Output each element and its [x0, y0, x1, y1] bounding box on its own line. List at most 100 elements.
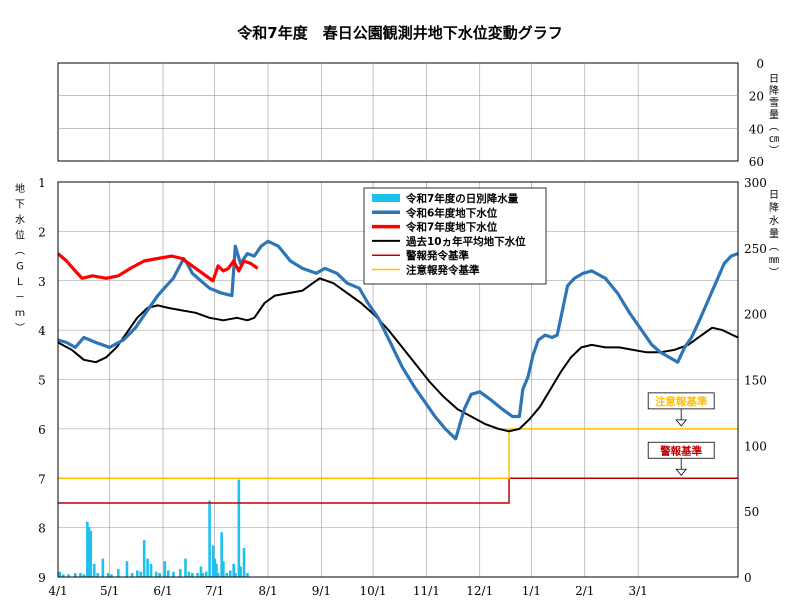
- level-axis-label-text-char: Ｇ: [15, 262, 25, 273]
- level-tick-label: 2: [38, 225, 46, 239]
- level-tick-label: 5: [38, 374, 46, 388]
- legend-label-rain: 令和7年度の日別降水量: [405, 192, 519, 205]
- level-tick-label: 7: [38, 472, 46, 486]
- x-tick-label: 8/1: [258, 584, 277, 598]
- rain-bar: [61, 574, 65, 577]
- level-axis-label-text-char: 地: [15, 182, 25, 195]
- rain-bar: [110, 574, 113, 577]
- rain-bar: [208, 500, 211, 577]
- legend-label-caution: 注意報発令基準: [406, 264, 480, 277]
- level-tick-label: 8: [38, 522, 46, 536]
- rain-bar: [96, 573, 99, 577]
- legend-label-warn: 警報発令基準: [405, 249, 469, 262]
- rain-bar: [216, 573, 220, 577]
- rain-bar: [58, 571, 62, 577]
- rain-bar: [117, 569, 120, 577]
- legend-label-avg: 過去10ヵ年平均地下水位: [405, 235, 526, 248]
- rain-bar: [220, 532, 223, 577]
- rain-bars: [58, 479, 249, 577]
- rain-tick-label: 200: [744, 308, 767, 322]
- snow-axis-label-text-char: 量: [769, 109, 779, 121]
- rain-bar: [179, 569, 182, 577]
- threshold-lines: [58, 428, 738, 504]
- rain-bar: [222, 561, 225, 577]
- x-tick-label: 6/1: [153, 584, 172, 598]
- level-axis-label-text-char: －: [15, 293, 25, 304]
- rain-bar: [87, 526, 91, 577]
- rain-bar: [246, 573, 249, 577]
- rain-bar: [86, 521, 89, 577]
- snow-axis-label-text-char: 雪: [769, 97, 779, 109]
- level-axis-label-text-char: ｍ: [15, 308, 25, 319]
- rain-bar: [232, 563, 235, 577]
- level-tick-label: 4: [38, 324, 46, 338]
- legend-swatch-rain: [372, 194, 400, 202]
- rain-bar: [74, 573, 77, 577]
- rain-bar: [92, 563, 96, 577]
- rain-axis-label-text-char: ㎜: [769, 255, 779, 266]
- legend-box: [363, 187, 547, 285]
- level-tick-label: 6: [38, 423, 46, 437]
- rain-bar: [79, 573, 82, 577]
- rain-bar: [149, 563, 153, 577]
- rain-bar: [228, 570, 232, 577]
- snow-tick-label: 20: [749, 90, 764, 104]
- x-tick-label: 11/1: [413, 584, 440, 598]
- legend: 令和7年度の日別降水量令和6年度地下水位令和7年度地下水位過去10ヵ年平均地下水…: [363, 187, 547, 285]
- rain-axis-label-text-char: 水: [769, 215, 779, 227]
- rain-bar: [172, 571, 175, 577]
- rain-bar: [237, 479, 241, 577]
- rain-bar: [166, 570, 170, 577]
- rain-bar: [239, 566, 242, 577]
- rain-bar: [242, 548, 246, 577]
- x-tick-label: 12/1: [466, 584, 493, 598]
- chart-title: 令和7年度 春日公園観測井地下水位変動グラフ: [237, 24, 562, 42]
- rain-bar: [184, 558, 187, 577]
- level-tick-label: 1: [38, 176, 46, 190]
- rain-bar: [106, 573, 110, 577]
- rain-axis-label-text-char: 量: [769, 228, 779, 240]
- rain-bar: [191, 573, 194, 577]
- rain-bar: [187, 571, 191, 577]
- rain-axis-label-text-char: ︶: [769, 267, 779, 279]
- caution_label-arrow-head: [675, 419, 688, 427]
- rain-bar: [199, 566, 203, 577]
- rain-bar: [234, 573, 237, 577]
- caution-threshold-line: [58, 428, 738, 479]
- level-axis-label-text-char: ︶: [15, 323, 25, 335]
- rain-bar: [142, 540, 146, 577]
- rain-bar: [101, 558, 105, 577]
- rain-bar: [215, 563, 218, 577]
- rain-bar: [154, 571, 158, 577]
- snow-axis-label-text-char: 日: [769, 74, 779, 85]
- x-tick-label: 1/1: [522, 584, 541, 598]
- avg-series-line: [58, 277, 738, 433]
- snow-axis-label-text-char: ㎝: [769, 134, 779, 145]
- rain-bar: [67, 574, 70, 577]
- rain-axis-label-text-char: 日: [769, 190, 779, 201]
- x-tick-label: 9/1: [312, 584, 331, 598]
- level-tick-label: 3: [38, 275, 46, 289]
- snow-axis-label-text-char: 降: [769, 84, 779, 97]
- snow-tick-label: 40: [749, 122, 764, 136]
- rain-tick-label: 50: [744, 505, 759, 519]
- rain-bar: [201, 573, 205, 577]
- rain-tick-label: 150: [744, 374, 767, 388]
- rain-bar: [163, 561, 167, 577]
- rain-axis-label-text-char: 降: [769, 201, 779, 214]
- rain-bar: [225, 573, 229, 577]
- warn_label-arrow-head: [675, 468, 688, 476]
- rain-bar: [82, 574, 86, 577]
- x-tick-label: 2/1: [575, 584, 594, 598]
- rain-bar: [196, 573, 199, 577]
- rain-bar: [146, 558, 149, 577]
- rain-tick-label: 100: [744, 439, 767, 453]
- x-tick-label: 7/1: [205, 584, 224, 598]
- rain-tick-label: 300: [744, 176, 767, 190]
- level-axis-label-text-char: ︵: [15, 246, 25, 257]
- legend-label-r6: 令和6年度地下水位: [405, 206, 498, 219]
- series-lines: [58, 239, 738, 441]
- rain-bar: [89, 530, 93, 577]
